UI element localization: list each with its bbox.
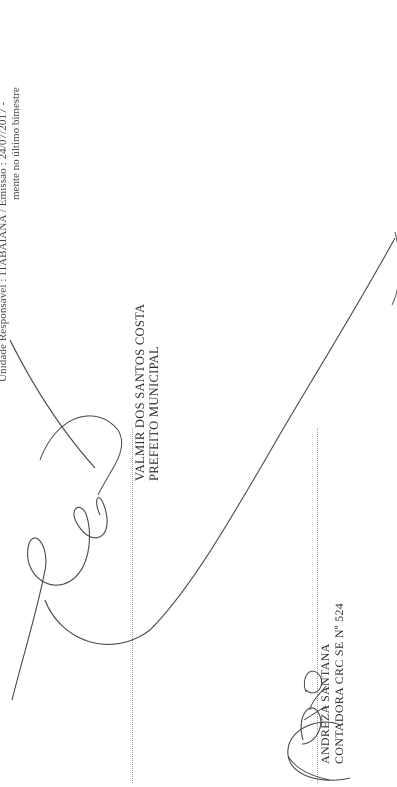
signature-line-prefeito — [132, 428, 133, 784]
signature-line-contadora — [317, 428, 318, 784]
